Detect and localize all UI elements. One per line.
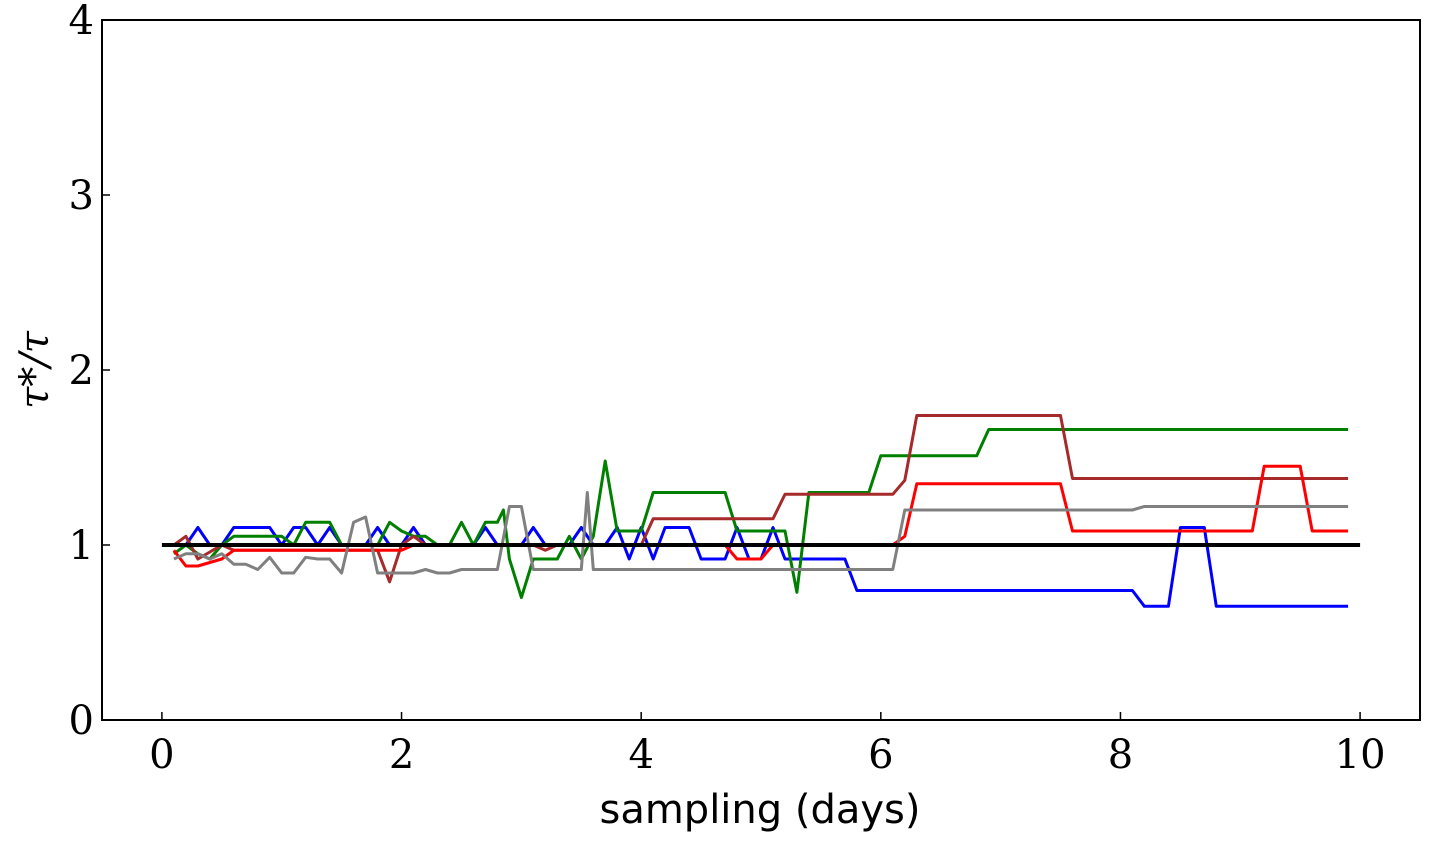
- x-tick-label: 2: [389, 732, 414, 778]
- x-tick-label: 4: [628, 732, 653, 778]
- series-line-gray: [173, 491, 1349, 575]
- y-tick-label: 0: [69, 698, 94, 744]
- x-axis-label: sampling (days): [599, 787, 920, 833]
- axis-ticks: 0 2 4 6 8 10 0 1 2 3 4: [69, 0, 1386, 778]
- x-tick-label: 10: [1335, 732, 1386, 778]
- series-line-red: [172, 464, 1349, 568]
- series-line-green: [173, 428, 1349, 599]
- y-tick-label: 1: [69, 523, 94, 569]
- y-tick-label: 3: [69, 173, 94, 219]
- x-tick-label: 8: [1108, 732, 1133, 778]
- x-tick-label: 0: [149, 732, 174, 778]
- y-tick-label: 4: [69, 0, 94, 44]
- plot-frame: [101, 19, 1421, 721]
- series-layer: [172, 414, 1349, 608]
- y-axis-label: τ*/τ: [12, 330, 58, 409]
- y-tick-label: 2: [69, 348, 94, 394]
- x-tick-label: 6: [868, 732, 893, 778]
